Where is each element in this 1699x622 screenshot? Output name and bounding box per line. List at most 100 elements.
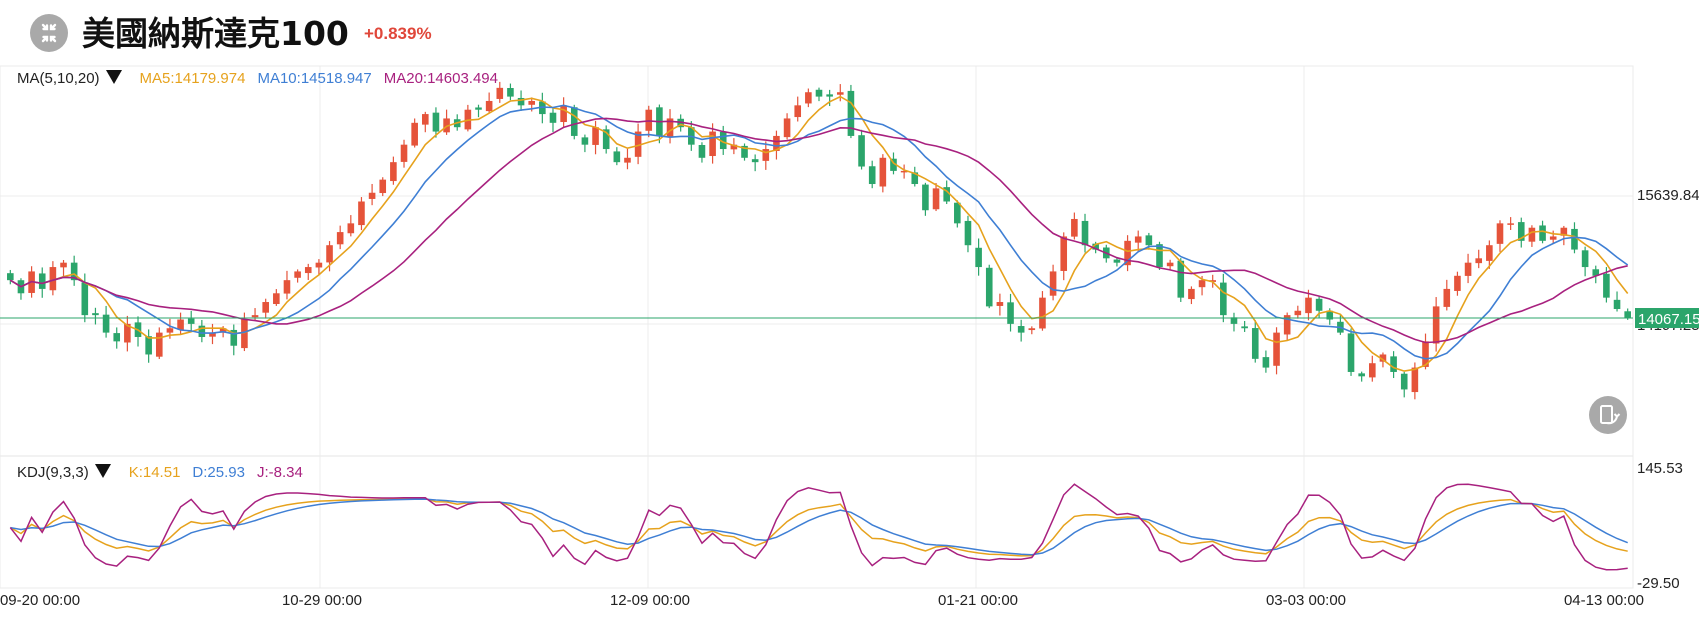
candle	[102, 305, 110, 338]
candle	[709, 123, 716, 164]
candle	[1113, 257, 1121, 267]
candle	[996, 293, 1004, 316]
candle	[507, 83, 514, 101]
candle	[1549, 230, 1557, 244]
candle	[1369, 355, 1376, 382]
candle	[315, 259, 323, 276]
ma-dropdown-icon[interactable]	[105, 70, 122, 84]
candle	[773, 130, 780, 160]
y-tick-label: 15639.84	[1637, 187, 1699, 204]
ma10-value: MA10:14518.947	[257, 70, 372, 87]
ma20-value: MA20:14603.494	[383, 70, 498, 87]
candle	[70, 255, 78, 286]
candle	[1220, 273, 1227, 323]
candle	[932, 183, 940, 212]
moving-average-lines	[0, 95, 1633, 372]
kdj-lines	[9, 483, 1628, 571]
candle	[368, 183, 376, 206]
candle	[1241, 320, 1248, 332]
candle	[262, 298, 269, 319]
candle	[1581, 246, 1589, 277]
candle	[1134, 230, 1142, 252]
candle	[49, 261, 57, 296]
x-tick-label: 10-29 00:00	[282, 592, 362, 609]
candle	[1400, 371, 1408, 398]
candle	[719, 125, 727, 155]
candle	[560, 97, 567, 128]
j-line	[9, 483, 1628, 571]
d-value: D:25.93	[192, 464, 245, 481]
x-tick-label: 03-03 00:00	[1266, 592, 1346, 609]
candle	[1283, 312, 1291, 341]
collapse-icon	[41, 23, 57, 43]
candle	[613, 147, 621, 166]
ma-indicator-name: MA(5,10,20)	[17, 70, 100, 87]
candle	[1443, 279, 1451, 311]
candle	[273, 289, 280, 306]
candle	[1432, 297, 1440, 352]
candle	[794, 96, 802, 122]
candle	[602, 125, 610, 154]
candle	[432, 107, 440, 138]
candle	[1177, 258, 1185, 302]
ma10-line	[9, 104, 1629, 360]
candle	[1017, 319, 1025, 342]
x-tick-label: 04-13 00:00	[1564, 592, 1644, 609]
chart-frame	[0, 65, 1634, 589]
candle	[1347, 328, 1355, 376]
candle	[954, 200, 961, 228]
candle	[624, 148, 631, 170]
candle	[1358, 371, 1365, 382]
candle	[230, 324, 238, 356]
candle	[1028, 326, 1036, 335]
candle	[868, 160, 876, 189]
candle	[1390, 351, 1397, 379]
rotate-screen-icon	[1600, 405, 1621, 425]
candle	[1060, 232, 1068, 281]
candle	[124, 315, 131, 352]
collapse-button[interactable]	[30, 14, 68, 52]
candle	[1039, 291, 1046, 331]
candle	[1007, 293, 1014, 332]
candle	[347, 215, 355, 237]
d-line	[10, 498, 1628, 556]
candle	[985, 264, 993, 309]
candle	[741, 143, 748, 161]
candle	[698, 142, 706, 163]
candle	[198, 319, 206, 343]
kdj-legend: KDJ(9,3,3) K:14.51 D:25.93 J:-8.34	[17, 463, 315, 483]
candle	[1528, 225, 1536, 247]
candle	[209, 323, 216, 345]
candle	[826, 89, 833, 107]
last-price-label: 14067.15	[1638, 311, 1699, 328]
candle	[836, 84, 844, 102]
candle	[496, 81, 504, 103]
candle	[443, 109, 450, 135]
candle	[1166, 259, 1174, 271]
candle	[1464, 253, 1472, 284]
candle	[1305, 289, 1312, 321]
candle	[1049, 264, 1057, 301]
candle	[783, 113, 791, 140]
candle	[975, 238, 982, 276]
rotate-screen-button[interactable]	[1589, 396, 1627, 434]
candle	[964, 215, 972, 253]
kdj-dropdown-icon[interactable]	[94, 464, 111, 478]
kdj-max-label: 145.53	[1637, 460, 1683, 477]
candle	[336, 225, 344, 250]
candle	[1262, 350, 1270, 373]
last-price-tag-bg	[1635, 308, 1699, 329]
candle	[911, 166, 919, 187]
candle	[113, 327, 121, 349]
candle	[943, 180, 950, 205]
header: 美國納斯達克100 +0.839%	[0, 0, 1699, 66]
candle	[858, 129, 865, 170]
candle	[464, 104, 472, 132]
k-value: K:14.51	[128, 464, 181, 481]
candle	[177, 312, 184, 335]
candle	[400, 139, 408, 168]
candle	[145, 329, 152, 363]
candle	[17, 278, 25, 300]
candle	[1454, 271, 1461, 296]
